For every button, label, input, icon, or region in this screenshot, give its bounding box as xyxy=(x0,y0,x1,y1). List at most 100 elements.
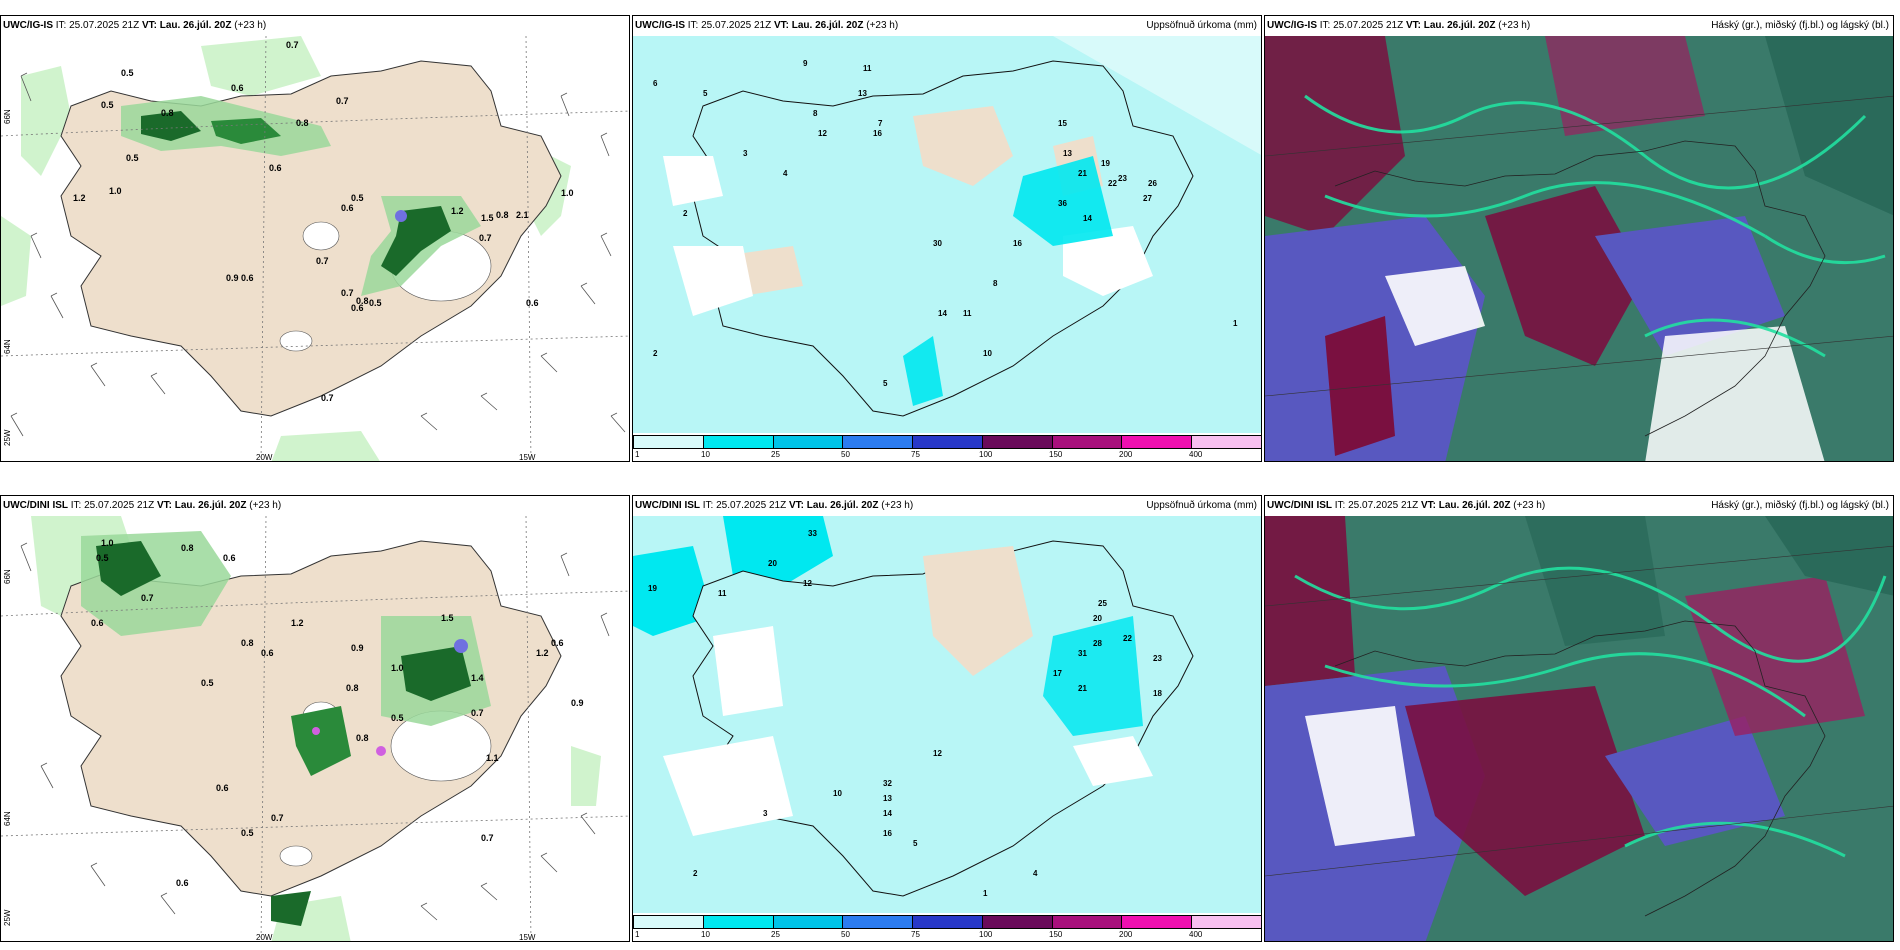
svg-text:14: 14 xyxy=(883,809,892,818)
svg-text:19: 19 xyxy=(1101,159,1110,168)
panel-header: UWC/IG-IS IT: 25.07.2025 21Z VT: Lau. 26… xyxy=(635,20,899,31)
svg-text:1.2: 1.2 xyxy=(451,206,464,216)
svg-text:0.6: 0.6 xyxy=(261,648,274,658)
lon-label: 15W xyxy=(519,453,536,462)
svg-text:0.5: 0.5 xyxy=(241,828,254,838)
colorbar-tick: 150 xyxy=(1049,450,1063,459)
svg-text:0.5: 0.5 xyxy=(351,193,364,203)
lon-label: 15W xyxy=(519,933,536,942)
colorbar-tick: 10 xyxy=(701,450,710,459)
svg-text:0.8: 0.8 xyxy=(346,683,359,693)
colorbar-tick: 100 xyxy=(979,450,993,459)
svg-text:0.6: 0.6 xyxy=(216,783,229,793)
svg-text:20: 20 xyxy=(1093,614,1102,623)
svg-text:2.1: 2.1 xyxy=(516,210,529,220)
svg-text:1.2: 1.2 xyxy=(73,193,86,203)
colorbar-swatch xyxy=(1122,436,1193,448)
model-name: UWC/IG-IS xyxy=(3,20,53,31)
svg-text:0.7: 0.7 xyxy=(321,393,334,403)
svg-text:5: 5 xyxy=(883,379,888,388)
colorbar-tick: 25 xyxy=(771,930,780,939)
svg-text:22: 22 xyxy=(1123,634,1132,643)
svg-text:4: 4 xyxy=(1033,869,1038,878)
colorbar-tick: 75 xyxy=(911,450,920,459)
colorbar-swatch xyxy=(634,436,704,448)
svg-text:8: 8 xyxy=(813,109,818,118)
colorbar-swatch xyxy=(1122,916,1193,928)
svg-text:23: 23 xyxy=(1153,654,1162,663)
colorbar-swatch xyxy=(913,436,983,448)
panel-top-left: UWC/IG-IS IT: 25.07.2025 21Z VT: Lau. 26… xyxy=(0,15,630,462)
panel-top-middle: UWC/IG-IS IT: 25.07.2025 21Z VT: Lau. 26… xyxy=(632,15,1262,462)
svg-text:0.8: 0.8 xyxy=(496,210,509,220)
panel-header: UWC/IG-IS IT: 25.07.2025 21Z VT: Lau. 26… xyxy=(1267,20,1531,31)
colorbar-swatch xyxy=(1052,916,1123,928)
colorbar-swatch xyxy=(773,916,844,928)
map-accum-precip[interactable]: 9 11 6 5 13 8 12 7 3 4 2 16 15 13 19 22 … xyxy=(633,36,1261,436)
svg-text:33: 33 xyxy=(808,529,817,538)
map-clouds[interactable] xyxy=(1265,516,1893,941)
svg-text:5: 5 xyxy=(703,89,708,98)
svg-text:0.9: 0.9 xyxy=(226,273,239,283)
svg-text:11: 11 xyxy=(963,309,972,318)
svg-text:1.0: 1.0 xyxy=(109,186,122,196)
colorbar-tick: 10 xyxy=(701,930,710,939)
panel-header: UWC/DINI ISL IT: 25.07.2025 21Z VT: Lau.… xyxy=(1267,500,1546,511)
init-time: 25.07.2025 21Z xyxy=(84,500,155,511)
map-wind-precip[interactable]: 0.6 0.5 0.8 1.0 0.7 0.6 0.8 1.2 0.9 0.5 … xyxy=(1,516,629,941)
svg-text:1.2: 1.2 xyxy=(536,648,549,658)
svg-text:20: 20 xyxy=(768,559,777,568)
svg-text:0.7: 0.7 xyxy=(271,813,284,823)
svg-text:12: 12 xyxy=(933,749,942,758)
lead-time: (+23 h) xyxy=(866,20,899,31)
panel-title: Uppsöfnuð úrkoma (mm) xyxy=(1146,20,1257,31)
svg-text:13: 13 xyxy=(858,89,867,98)
svg-text:10: 10 xyxy=(833,789,842,798)
map-accum-precip[interactable]: 33 20 19 12 11 10 3 2 25 20 23 22 31 28 … xyxy=(633,516,1261,916)
colorbar-tick: 100 xyxy=(979,930,993,939)
map-clouds[interactable] xyxy=(1265,36,1893,461)
svg-text:8: 8 xyxy=(993,279,998,288)
svg-text:12: 12 xyxy=(803,579,812,588)
model-name: UWC/IG-IS xyxy=(1267,20,1317,31)
svg-text:16: 16 xyxy=(873,129,882,138)
svg-text:4: 4 xyxy=(783,169,788,178)
colorbar-tick: 200 xyxy=(1119,930,1133,939)
svg-text:10: 10 xyxy=(983,349,992,358)
svg-text:14: 14 xyxy=(1083,214,1092,223)
svg-text:3: 3 xyxy=(743,149,748,158)
colorbar-tick: 50 xyxy=(841,930,850,939)
model-name: UWC/DINI ISL xyxy=(635,500,700,511)
svg-text:0.8: 0.8 xyxy=(356,733,369,743)
svg-text:25: 25 xyxy=(1098,599,1107,608)
colorbar-swatch xyxy=(843,916,914,928)
svg-text:0.7: 0.7 xyxy=(316,256,329,266)
svg-text:1.4: 1.4 xyxy=(471,673,484,683)
svg-text:13: 13 xyxy=(1063,149,1072,158)
map-wind-precip[interactable]: 0.5 0.7 0.6 0.5 0.8 1.0 0.6 0.7 0.5 0.8 … xyxy=(1,36,629,461)
svg-text:1.0: 1.0 xyxy=(561,188,574,198)
lead-time: (+23 h) xyxy=(1498,20,1531,31)
colorbar-tick: 75 xyxy=(911,930,920,939)
svg-text:0.5: 0.5 xyxy=(126,153,139,163)
svg-text:1.5: 1.5 xyxy=(441,613,454,623)
init-time: 25.07.2025 21Z xyxy=(69,20,140,31)
valid-time: Lau. 26.júl. 20Z xyxy=(791,20,864,31)
svg-text:0.7: 0.7 xyxy=(471,708,484,718)
panel-header: UWC/DINI ISL IT: 25.07.2025 21Z VT: Lau.… xyxy=(635,500,914,511)
svg-text:23: 23 xyxy=(1118,174,1127,183)
svg-text:0.6: 0.6 xyxy=(269,163,282,173)
svg-text:30: 30 xyxy=(933,239,942,248)
svg-text:0.5: 0.5 xyxy=(101,100,114,110)
svg-text:0.7: 0.7 xyxy=(341,288,354,298)
svg-text:17: 17 xyxy=(1053,669,1062,678)
panel-header: UWC/DINI ISL IT: 25.07.2025 21Z VT: Lau.… xyxy=(3,500,282,511)
svg-text:0.6: 0.6 xyxy=(341,203,354,213)
svg-text:0.5: 0.5 xyxy=(121,68,134,78)
colorbar-swatch xyxy=(913,916,983,928)
svg-text:16: 16 xyxy=(883,829,892,838)
colorbar-tick: 1 xyxy=(635,450,640,459)
svg-text:0.6: 0.6 xyxy=(551,638,564,648)
svg-text:18: 18 xyxy=(1153,689,1162,698)
init-time: 25.07.2025 21Z xyxy=(1348,500,1419,511)
